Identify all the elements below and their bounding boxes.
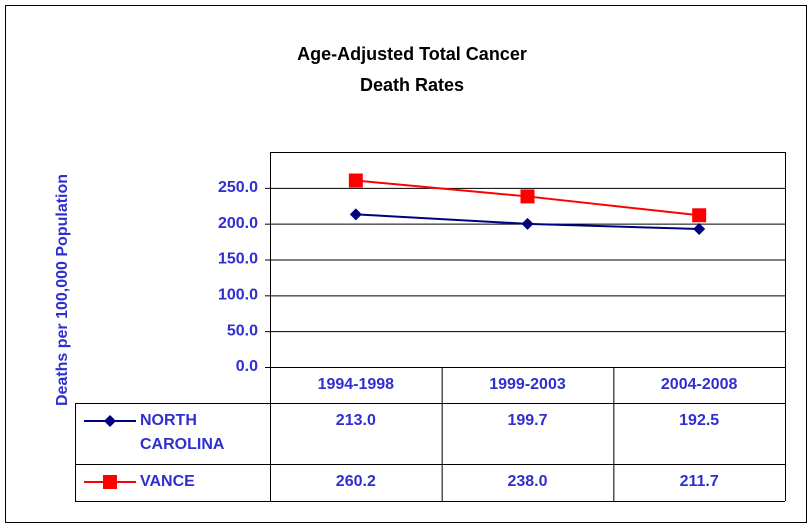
table-value: 211.7 xyxy=(680,473,719,490)
table-value: 260.2 xyxy=(336,473,376,490)
y-axis-label: Deaths per 100,000 Population xyxy=(54,174,71,406)
point xyxy=(349,208,362,221)
y-tick-label: 100.0 xyxy=(218,287,258,304)
y-tick-label: 50.0 xyxy=(227,322,258,339)
chart-border xyxy=(5,5,807,523)
legend-marker xyxy=(103,475,117,489)
point xyxy=(693,223,706,236)
y-tick-label: 250.0 xyxy=(218,179,258,196)
chart-title-line: Age-Adjusted Total Cancer xyxy=(297,44,527,64)
chart-title-line: Death Rates xyxy=(360,75,464,95)
point xyxy=(521,217,534,230)
legend-label: VANCE xyxy=(140,473,195,490)
category-label: 1994-1998 xyxy=(318,376,395,393)
point xyxy=(692,208,707,223)
legend-marker xyxy=(104,415,116,427)
table-value: 192.5 xyxy=(679,412,719,429)
point xyxy=(520,189,535,204)
table-value: 238.0 xyxy=(507,473,547,490)
y-tick-label: 150.0 xyxy=(218,251,258,268)
y-tick-label: 0.0 xyxy=(236,358,258,375)
point xyxy=(348,173,363,188)
category-label: 1999-2003 xyxy=(489,376,566,393)
table-value: 213.0 xyxy=(336,412,376,429)
legend-label-box: NORTH CAROLINA xyxy=(140,412,225,453)
legend-label: NORTH CAROLINA xyxy=(140,412,225,453)
table-value: 199.7 xyxy=(507,412,547,429)
category-label: 2004-2008 xyxy=(661,376,738,393)
legend-label-box: VANCE xyxy=(140,473,195,490)
y-tick-label: 200.0 xyxy=(218,215,258,232)
